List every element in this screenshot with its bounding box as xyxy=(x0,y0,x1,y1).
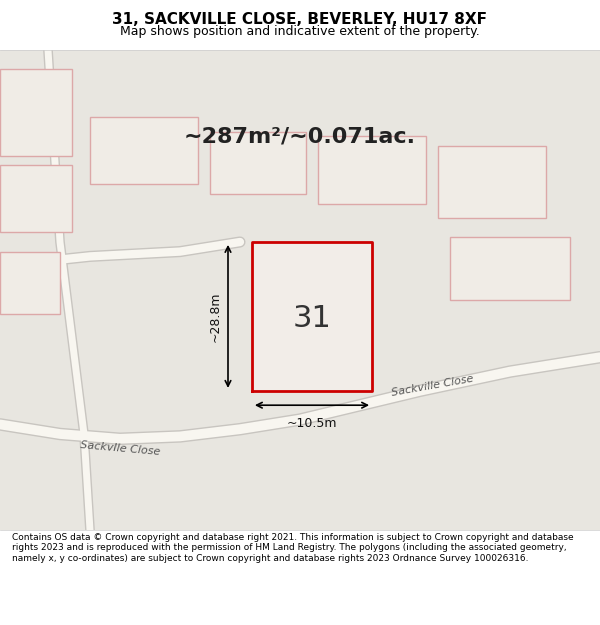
Polygon shape xyxy=(252,242,372,391)
Text: Contains OS data © Crown copyright and database right 2021. This information is : Contains OS data © Crown copyright and d… xyxy=(12,533,574,562)
Bar xyxy=(210,132,306,194)
Text: Sackville Close: Sackville Close xyxy=(390,374,474,398)
Text: ~10.5m: ~10.5m xyxy=(287,418,337,430)
Bar xyxy=(450,238,570,299)
Bar xyxy=(90,118,198,184)
Bar xyxy=(318,136,426,204)
Bar xyxy=(0,252,60,314)
Bar xyxy=(438,146,546,218)
Bar xyxy=(0,69,72,156)
Text: 31: 31 xyxy=(293,304,331,333)
Text: Map shows position and indicative extent of the property.: Map shows position and indicative extent… xyxy=(120,24,480,38)
Text: ~287m²/~0.071ac.: ~287m²/~0.071ac. xyxy=(184,126,416,146)
Text: SackvIle Close: SackvIle Close xyxy=(80,440,160,457)
Text: ~28.8m: ~28.8m xyxy=(209,291,222,342)
Bar xyxy=(0,165,72,232)
Text: 31, SACKVILLE CLOSE, BEVERLEY, HU17 8XF: 31, SACKVILLE CLOSE, BEVERLEY, HU17 8XF xyxy=(113,12,487,28)
